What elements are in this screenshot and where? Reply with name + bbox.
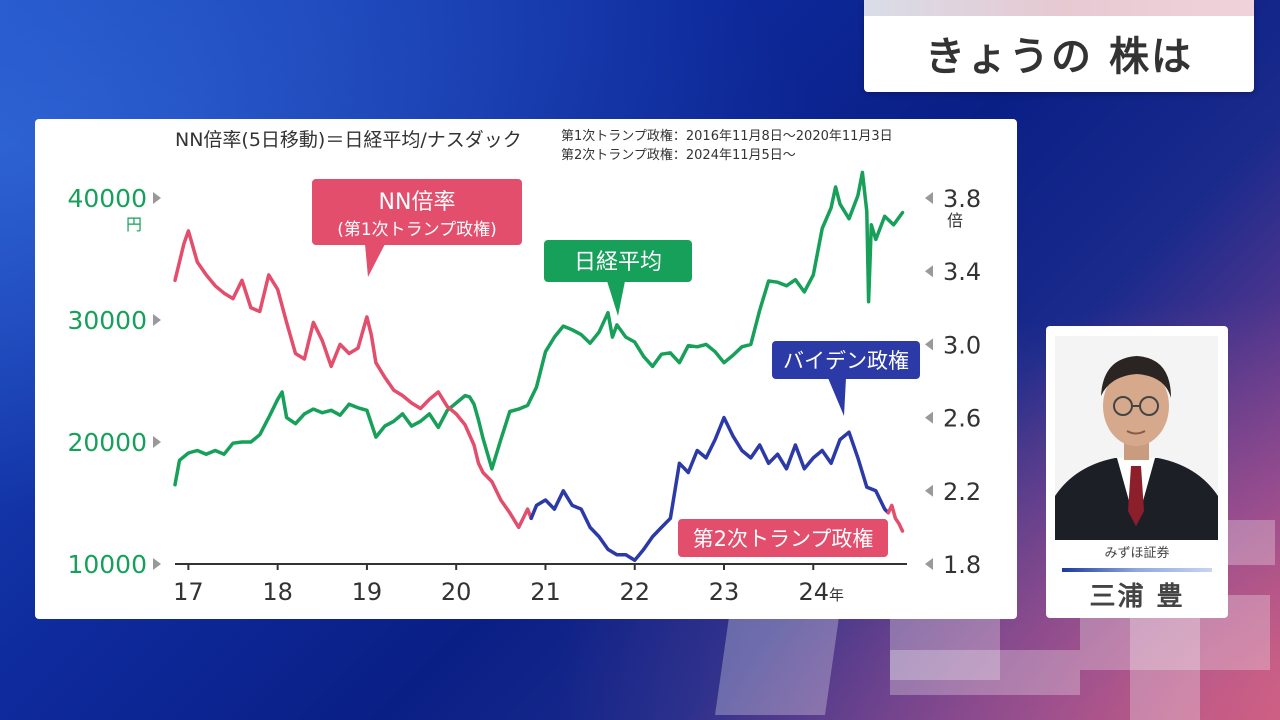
right-tick-marker [925,484,933,497]
chart-panel: NN倍率(5日移動)＝日経平均/ナスダック 第1次トランプ政権：2016年11月… [35,119,1017,619]
callout-nn-trump2-label: 第2次トランプ政権 [693,527,874,551]
callout-nn-trump1-box [312,179,522,245]
chart-svg: NN倍率(5日移動)＝日経平均/ナスダック 第1次トランプ政権：2016年11月… [67,128,981,606]
commentator-company: みずほ証券 [1104,546,1170,561]
x-tick-label: 19 [352,578,383,606]
callout-nn-trump2: 第2次トランプ政権 [678,519,888,557]
right-tick-label: 3.8 [943,185,981,213]
left-tick-label: 30000 [67,306,147,335]
x-tick-label: 18 [262,578,293,606]
callout-nn-trump2-box [678,519,888,557]
name-divider [1062,568,1212,572]
callout-biden-box [772,341,920,379]
left-tick-marker [153,192,161,204]
left-tick-marker [153,558,161,570]
left-tick-marker [153,314,161,326]
callout-nn-trump1: NN倍率 (第1次トランプ政権) [312,179,522,277]
nn-trump2-line [886,503,905,533]
right-tick-label: 3.4 [943,258,981,286]
right-tick-marker [925,192,933,204]
right-tick-marker [925,558,933,570]
callout-nikkei-pointer [607,281,625,316]
right-axis-unit: 倍 [947,211,963,230]
x-tick-label: 20 [441,578,472,606]
title-card-text: きょうの 株は [925,34,1193,80]
x-axis: 17 18 19 20 21 22 23 24年 [173,564,844,606]
left-tick-marker [153,436,161,448]
right-tick-label: 1.8 [943,551,981,579]
left-tick-label: 40000 [67,184,147,213]
period-note-2: 第2次トランプ政権：2024年11月5日〜 [561,147,796,163]
callout-nn-trump1-title: NN倍率 [379,190,456,215]
right-axis: 3.8 3.4 3.0 2.6 2.2 1.8 倍 [925,185,981,579]
series-layer [173,170,905,563]
period-note-1: 第1次トランプ政権：2016年11月8日〜2020年11月3日 [561,128,893,144]
x-tick-label: 23 [709,578,740,606]
x-tick-label: 17 [173,578,204,606]
title-card-accent [864,0,1254,16]
left-axis-unit: 円 [126,215,142,234]
x-tick-label: 24年 [798,578,844,606]
x-tick-label: 21 [530,578,561,606]
title-card: きょうの 株は [864,0,1254,92]
commentator-name: 三浦 豊 [1089,582,1185,612]
commentator-card: みずほ証券 三浦 豊 [1046,326,1228,618]
right-tick-label: 3.0 [943,331,981,359]
commentator-photo [1055,336,1218,540]
right-tick-marker [925,411,933,424]
right-tick-marker [925,265,933,278]
callout-nikkei-box [544,240,692,282]
callout-nn-trump1-pointer [365,244,385,277]
chart-title: NN倍率(5日移動)＝日経平均/ナスダック [175,129,522,151]
right-tick-label: 2.2 [943,478,981,506]
callout-nikkei: 日経平均 [544,240,692,316]
callout-biden-pointer [828,378,846,416]
left-tick-label: 20000 [67,428,147,457]
callout-biden-label: バイデン政権 [783,349,909,373]
left-tick-label: 10000 [67,550,147,579]
nikkei-line [173,170,905,487]
callout-nn-trump1-subtitle: (第1次トランプ政権) [337,220,497,240]
left-axis: 40000 30000 20000 10000 円 [67,184,161,579]
nn-trump1-line [173,229,533,530]
callout-nikkei-label: 日経平均 [574,250,662,275]
right-tick-label: 2.6 [943,405,981,433]
callout-biden: バイデン政権 [772,341,920,416]
nn-biden-line [529,415,891,563]
x-tick-label: 22 [619,578,650,606]
right-tick-marker [925,338,933,351]
